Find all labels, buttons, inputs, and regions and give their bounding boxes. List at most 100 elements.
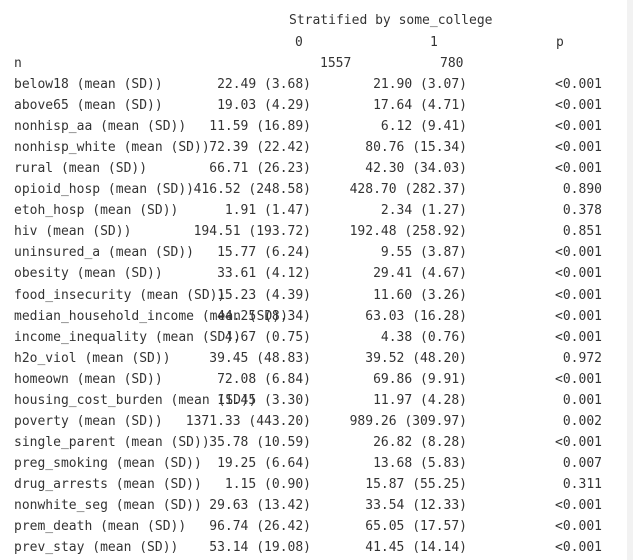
table-row: h2o_viol (mean (SD)) 39.45 (48.83) 39.52 (… <box>0 348 633 369</box>
value-group-1: 63.03 (16.28) <box>365 308 467 324</box>
value-group-0: 72.08 (6.84) <box>217 371 311 387</box>
value-group-1: 29.41 (4.67) <box>373 266 467 282</box>
row-label: nonhisp_white (mean (SD)) <box>14 140 210 156</box>
value-group-0: 1.15 (0.90) <box>224 476 311 492</box>
value-group-0: 39.45 (48.83) <box>209 350 311 366</box>
n-value-1: 780 <box>440 56 464 71</box>
value-group-1: 65.05 (17.57) <box>365 519 467 535</box>
p-value: <0.001 <box>555 329 602 345</box>
value-group-1: 17.64 (4.71) <box>373 98 467 114</box>
value-group-0: 194.51 (193.72) <box>193 224 311 240</box>
value-group-0: 416.52 (248.58) <box>193 182 311 198</box>
p-value: 0.001 <box>562 392 602 408</box>
row-label: obesity (mean (SD)) <box>14 266 163 282</box>
p-value: <0.001 <box>555 140 602 156</box>
value-group-1: 39.52 (48.20) <box>365 350 467 366</box>
row-label: income_inequality (mean (SD)) <box>14 329 241 345</box>
p-value: <0.001 <box>555 434 602 450</box>
row-label: opioid_hosp (mean (SD)) <box>14 182 195 198</box>
vertical-scrollbar[interactable] <box>627 0 633 560</box>
value-group-0: 11.45 (3.30) <box>217 392 311 408</box>
value-group-0: 72.39 (22.42) <box>209 140 311 156</box>
value-group-1: 6.12 (9.41) <box>380 119 467 135</box>
value-group-1: 192.48 (258.92) <box>349 224 467 240</box>
value-group-0: 1.91 (1.47) <box>224 203 311 219</box>
row-label: above65 (mean (SD)) <box>14 98 163 114</box>
column-header-0: 0 <box>295 35 303 50</box>
p-value: <0.001 <box>555 266 602 282</box>
column-header-p: p <box>556 35 564 50</box>
value-group-0: 1371.33 (443.20) <box>185 413 311 429</box>
row-label: median_household_income (mean (SD)) <box>14 308 288 324</box>
value-group-1: 428.70 (282.37) <box>349 182 467 198</box>
value-group-0: 96.74 (26.42) <box>209 519 311 535</box>
value-group-1: 2.34 (1.27) <box>380 203 467 219</box>
row-label: housing_cost_burden (mean (SD)) <box>14 392 257 408</box>
value-group-0: 4.67 (0.75) <box>224 329 311 345</box>
p-value: 0.002 <box>562 413 602 429</box>
table-row: single_parent (mean (SD)) 35.78 (10.59) 26… <box>0 432 633 453</box>
value-group-0: 19.03 (4.29) <box>217 98 311 114</box>
value-group-0: 35.78 (10.59) <box>209 434 311 450</box>
p-value: <0.001 <box>555 498 602 513</box>
table-row: above65 (mean (SD)) 19.03 (4.29) 17.64 (4.… <box>0 95 633 116</box>
value-group-0: 15.77 (6.24) <box>217 245 311 261</box>
row-label: hiv (mean (SD)) <box>14 224 132 240</box>
row-label: nonhisp_aa (mean (SD)) <box>14 119 187 135</box>
p-value: 0.007 <box>562 455 602 471</box>
table-row: income_inequality (mean (SD)) 4.67 (0.75)… <box>0 327 633 348</box>
table-row: nonhisp_aa (mean (SD)) 11.59 (16.89) 6.12 … <box>0 116 633 137</box>
value-group-1: 15.87 (55.25) <box>365 476 467 492</box>
n-row: n 1557 780 <box>0 53 633 74</box>
p-value: <0.001 <box>555 77 602 92</box>
p-value: <0.001 <box>555 245 602 261</box>
row-label: food_insecurity (mean (SD)) <box>14 287 226 303</box>
p-value: 0.311 <box>562 476 602 492</box>
table-row: median_household_income (mean (SD)) 44.25… <box>0 306 633 327</box>
value-group-0: 22.49 (3.68) <box>217 77 311 92</box>
row-label: below18 (mean (SD)) <box>14 77 163 92</box>
p-value: <0.001 <box>555 519 602 535</box>
table-row: obesity (mean (SD)) 33.61 (4.12) 29.41 (4.… <box>0 263 633 284</box>
stratified-by-label: Stratified by some_college <box>289 13 493 28</box>
table-row: uninsured_a (mean (SD)) 15.77 (6.24) 9.55 … <box>0 242 633 263</box>
row-label: n <box>14 56 22 71</box>
row-label: prem_death (mean (SD)) <box>14 519 187 535</box>
value-group-1: 21.90 (3.07) <box>373 77 467 92</box>
value-group-0: 44.25 (8.34) <box>217 308 311 324</box>
value-group-1: 33.54 (12.33) <box>365 498 467 513</box>
row-label: h2o_viol (mean (SD)) <box>14 350 171 366</box>
table-row: food_insecurity (mean (SD)) 15.23 (4.39) 1… <box>0 285 633 306</box>
value-group-0: 29.63 (13.42) <box>209 498 311 513</box>
value-group-1: 9.55 (3.87) <box>380 245 467 261</box>
p-value: 0.378 <box>562 203 602 219</box>
stratification-header-line: Stratified by some_college <box>0 10 633 31</box>
table-row: prev_stay (mean (SD)) 53.14 (19.08) 41.45 … <box>0 537 633 558</box>
table-row: etoh_hosp (mean (SD)) 1.91 (1.47) 2.34 (1.… <box>0 200 633 221</box>
row-label: prev_stay (mean (SD)) <box>14 540 179 556</box>
column-header-line: 0 1 p <box>0 32 633 53</box>
p-value: <0.001 <box>555 161 602 177</box>
value-group-1: 13.68 (5.83) <box>373 455 467 471</box>
p-value: 0.890 <box>562 182 602 198</box>
value-group-1: 11.97 (4.28) <box>373 392 467 408</box>
row-label: rural (mean (SD)) <box>14 161 148 177</box>
table-row: homeown (mean (SD)) 72.08 (6.84) 69.86 (9.… <box>0 369 633 390</box>
column-header-1: 1 <box>430 35 438 50</box>
value-group-0: 53.14 (19.08) <box>209 540 311 556</box>
table-row: preg_smoking (mean (SD)) 19.25 (6.64) 13.6… <box>0 453 633 474</box>
row-label: poverty (mean (SD)) <box>14 413 163 429</box>
p-value: 0.972 <box>562 350 602 366</box>
value-group-1: 80.76 (15.34) <box>365 140 467 156</box>
value-group-1: 11.60 (3.26) <box>373 287 467 303</box>
table-row: below18 (mean (SD)) 22.49 (3.68) 21.90 (3.… <box>0 74 633 95</box>
p-value: <0.001 <box>555 540 602 556</box>
row-label: nonwhite_seg (mean (SD)) <box>14 498 202 513</box>
row-label: homeown (mean (SD)) <box>14 371 163 387</box>
value-group-1: 26.82 (8.28) <box>373 434 467 450</box>
table-row: rural (mean (SD)) 66.71 (26.23) 42.30 (34.… <box>0 158 633 179</box>
value-group-0: 11.59 (16.89) <box>209 119 311 135</box>
value-group-1: 41.45 (14.14) <box>365 540 467 556</box>
table-row: hiv (mean (SD)) 194.51 (193.72) 192.48 (25… <box>0 221 633 242</box>
